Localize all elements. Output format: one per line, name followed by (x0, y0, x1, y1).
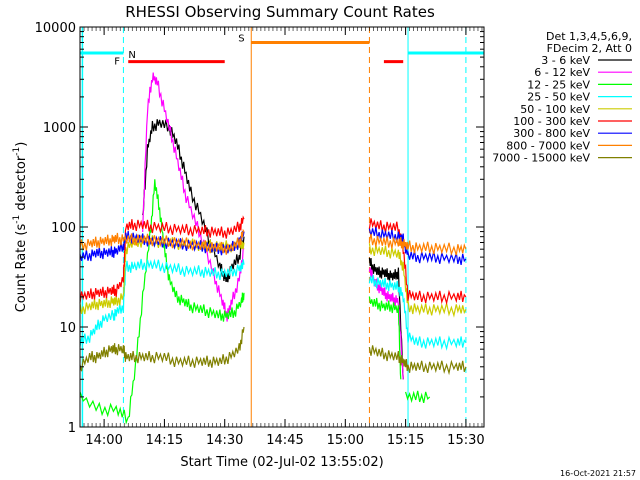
series-line (79, 326, 245, 372)
y-axis-label-part: detector (14, 155, 29, 215)
series-line (368, 257, 404, 380)
flare-bar-label: F (114, 57, 120, 68)
series-line (368, 296, 402, 380)
x-axis-label: Start Time (02-Jul-02 13:55:02) (180, 455, 383, 470)
y-tick-label: 1 (68, 421, 76, 436)
series-line (368, 227, 467, 266)
y-axis-label-part: Count Rate (s (14, 224, 29, 313)
y-axis-label: Count Rate (s-1 detector-1) (12, 142, 29, 313)
y-tick-label: 100 (51, 221, 76, 236)
night-bar-label: N (128, 50, 135, 61)
legend-label: 800 - 7000 keV (506, 139, 590, 152)
y-axis: 1 10 100 1000 10000 (35, 21, 484, 436)
series-line (368, 267, 404, 380)
series-line (79, 258, 245, 347)
series-line (79, 179, 245, 425)
series-line (368, 274, 467, 351)
legend-header: Det 1,3,4,5,6,9, (546, 30, 632, 43)
legend-header: FDecim 2, Att 0 (547, 42, 632, 55)
legend-label: 7000 - 15000 keV (492, 152, 590, 165)
y-axis-label-sup: -1 (12, 215, 22, 224)
y-tick-label: 1000 (43, 121, 76, 136)
series-line (142, 119, 245, 283)
x-tick-label: 15:15 (387, 433, 424, 448)
plot-area: NF S (79, 27, 484, 427)
x-tick-label: 14:00 (85, 433, 122, 448)
y-tick-label: 10 (59, 321, 76, 336)
x-axis: 14:00 14:15 14:30 14:45 15:00 15:15 15:30 (79, 27, 485, 448)
legend-label: 12 - 25 keV (527, 78, 590, 91)
legend-label: 25 - 50 keV (527, 91, 590, 104)
legend-label: 50 - 100 keV (520, 103, 590, 116)
timestamp: 16-Oct-2021 21:57 (560, 469, 636, 478)
saa-bar-label: S (238, 33, 244, 44)
series-line (368, 345, 467, 376)
legend-label: 6 - 12 keV (534, 66, 590, 79)
series-line (79, 228, 245, 255)
x-tick-label: 15:30 (447, 433, 484, 448)
legend: Det 1,3,4,5,6,9, FDecim 2, Att 0 3 - 6 k… (492, 30, 632, 165)
series-line (368, 233, 467, 257)
x-tick-label: 14:15 (146, 433, 183, 448)
series-line (79, 215, 245, 303)
chart-title: RHESSI Observing Summary Count Rates (125, 3, 435, 21)
legend-label: 300 - 800 keV (513, 127, 590, 140)
series-line (142, 72, 245, 322)
x-tick-label: 14:30 (206, 433, 243, 448)
y-tick-label: 10000 (35, 21, 76, 36)
legend-label: 3 - 6 keV (541, 54, 590, 67)
y-axis-label-part: ) (14, 142, 29, 147)
legend-label: 100 - 300 keV (513, 115, 590, 128)
series-line (79, 231, 245, 262)
y-axis-label-sup: -1 (12, 147, 22, 156)
x-tick-label: 14:45 (266, 433, 303, 448)
x-tick-label: 15:00 (327, 433, 364, 448)
series-line (405, 390, 431, 404)
